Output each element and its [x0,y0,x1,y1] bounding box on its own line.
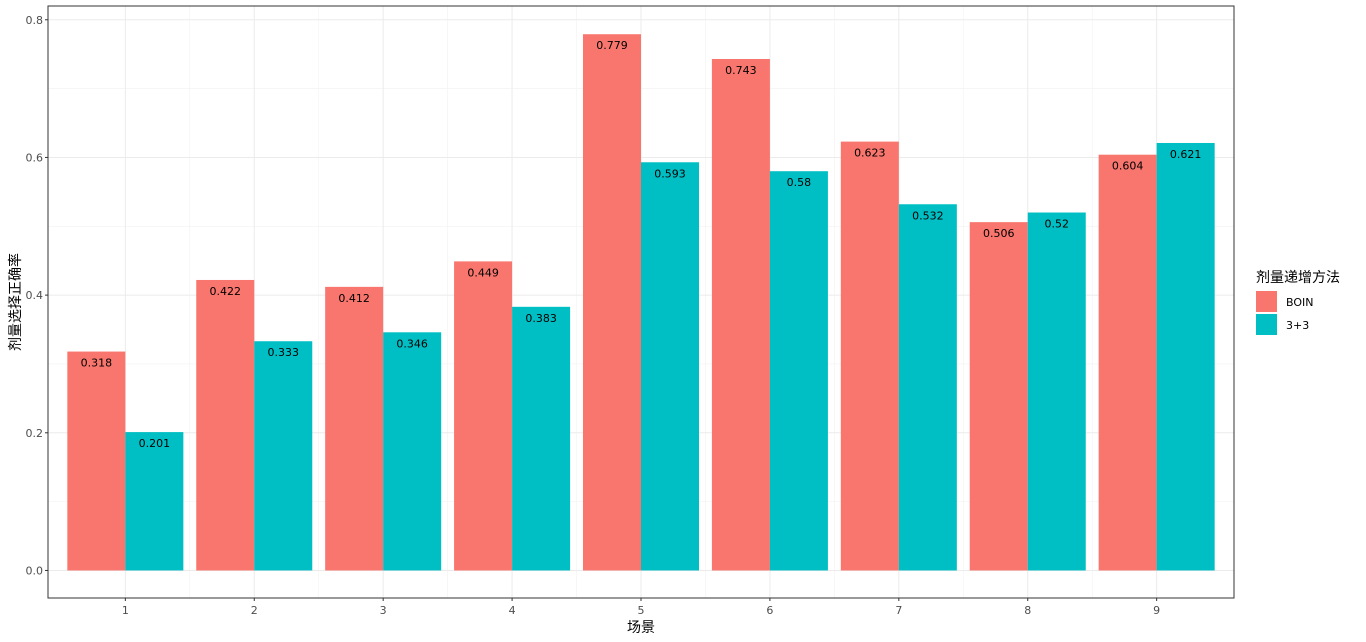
data-label: 0.621 [1170,148,1202,161]
data-label: 0.412 [338,292,370,305]
data-label: 0.333 [268,346,300,359]
bar-3+3-8 [1027,212,1086,571]
bar-BOIN-3 [325,286,384,571]
legend: 剂量递增方法 BOIN 3+3 [1256,270,1340,335]
y-tick-label: 0.0 [26,564,44,577]
axes: 0.0 0.2 0.4 0.6 0.8 1 2 3 4 5 6 7 8 9 [26,14,1161,617]
x-tick-label: 1 [122,604,129,617]
bar-3+3-6 [769,171,828,571]
data-label: 0.506 [983,227,1015,240]
x-tick-label: 6 [766,604,773,617]
bar-3+3-1 [125,432,184,571]
data-label: 0.201 [139,437,171,450]
data-label: 0.743 [725,64,757,77]
data-label: 0.58 [787,176,812,189]
data-label: 0.779 [596,39,628,52]
x-tick-label: 3 [380,604,387,617]
bar-BOIN-1 [67,351,126,571]
data-label: 0.593 [654,167,686,180]
x-tick-label: 4 [509,604,516,617]
bar-BOIN-2 [196,279,255,571]
bar-3+3-7 [898,204,957,571]
legend-title: 剂量递增方法 [1256,270,1340,286]
data-label: 0.52 [1044,218,1069,231]
data-label: 0.422 [210,285,242,298]
bar-BOIN-4 [454,261,513,571]
data-label: 0.318 [81,357,113,370]
data-label: 0.532 [912,209,944,222]
legend-key-3+3 [1256,314,1277,335]
bar-3+3-4 [512,306,571,571]
data-labels: 0.318 0.422 0.412 0.449 0.779 0.743 0.623 0.506… [81,39,1202,450]
x-axis-title: 场景 [627,620,655,636]
bar-BOIN-8 [969,222,1028,571]
legend-key-BOIN [1256,291,1277,312]
data-label: 0.604 [1112,160,1144,173]
x-tick-label: 5 [638,604,645,617]
x-tick-label: 8 [1024,604,1031,617]
bar-BOIN-9 [1098,154,1157,571]
y-tick-label: 0.4 [26,289,44,302]
x-tick-label: 7 [895,604,902,617]
bar-3+3-3 [383,332,442,571]
data-label: 0.383 [525,312,557,325]
bar-BOIN-7 [840,141,899,571]
legend-label: 3+3 [1286,319,1309,332]
x-tick-label: 2 [251,604,258,617]
bars [67,34,1215,571]
data-label: 0.346 [396,337,428,350]
bar-3+3-5 [641,162,700,571]
data-label: 0.623 [854,147,886,160]
y-tick-label: 0.8 [26,14,44,27]
x-tick-label: 9 [1153,604,1160,617]
bar-3+3-2 [254,341,313,571]
bar-BOIN-6 [711,59,770,571]
bar-BOIN-5 [582,34,641,571]
data-label: 0.449 [467,266,499,279]
bar-3+3-9 [1156,142,1215,571]
y-axis-title: 剂量选择正确率 [7,253,24,351]
legend-label: BOIN [1286,296,1313,309]
y-tick-label: 0.6 [26,151,44,164]
y-tick-label: 0.2 [26,427,44,440]
